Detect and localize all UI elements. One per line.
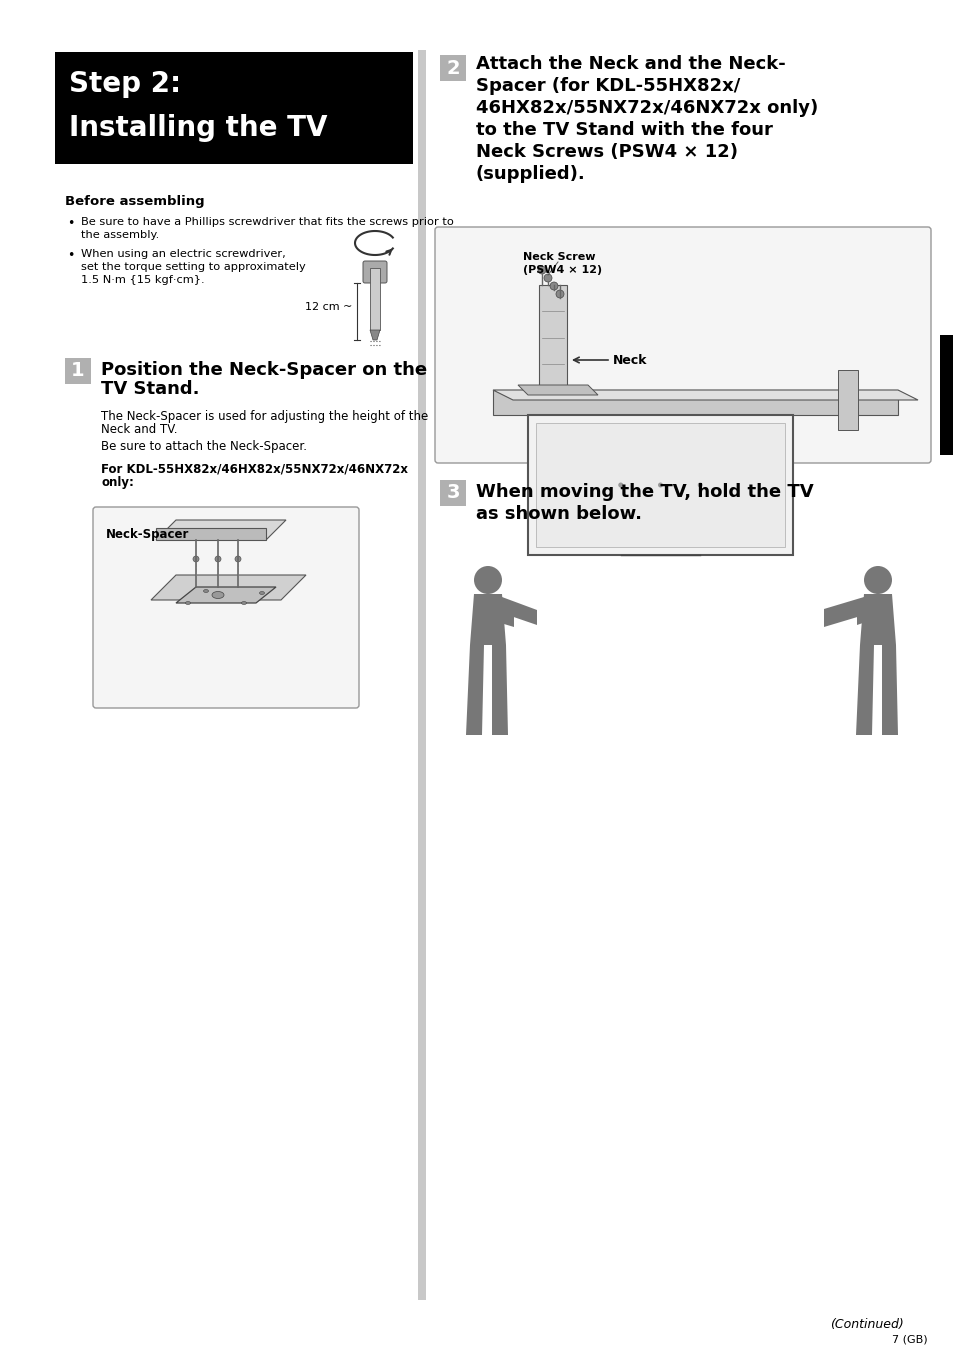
Text: •: • [67,249,74,262]
Text: Neck-Spacer: Neck-Spacer [106,528,190,540]
Ellipse shape [212,592,224,598]
Text: Installing the TV: Installing the TV [69,113,327,142]
Circle shape [193,557,199,562]
Polygon shape [370,330,379,340]
Text: Step 2:: Step 2: [69,70,181,99]
Polygon shape [156,520,286,540]
Polygon shape [156,528,266,540]
Ellipse shape [259,592,264,594]
Text: Be sure to have a Phillips screwdriver that fits the screws prior to: Be sure to have a Phillips screwdriver t… [81,218,454,227]
Polygon shape [492,644,507,735]
Text: The Neck-Spacer is used for adjusting the height of the: The Neck-Spacer is used for adjusting th… [101,409,428,423]
Circle shape [618,482,622,488]
Polygon shape [175,586,275,603]
Text: the assembly.: the assembly. [81,230,159,240]
Ellipse shape [241,601,246,604]
Circle shape [556,290,563,299]
Text: When using an electric screwdriver,: When using an electric screwdriver, [81,249,286,259]
Text: Neck Screws (PSW4 × 12): Neck Screws (PSW4 × 12) [476,143,738,161]
Text: 1.5 N·m {15 kgf·cm}.: 1.5 N·m {15 kgf·cm}. [81,276,204,285]
Ellipse shape [185,601,191,604]
Polygon shape [501,597,537,626]
Text: •: • [67,218,74,230]
Circle shape [550,282,558,290]
Bar [939,335,953,455]
Circle shape [234,557,241,562]
Text: Be sure to attach the Neck-Spacer.: Be sure to attach the Neck-Spacer. [101,440,307,453]
Polygon shape [855,644,873,735]
Bar [417,50,426,1300]
Text: 2: 2 [446,58,459,77]
Polygon shape [470,594,505,644]
Circle shape [543,274,552,282]
Polygon shape [151,576,306,600]
Text: For KDL-55HX82x/46HX82x/55NX72x/46NX72x: For KDL-55HX82x/46HX82x/55NX72x/46NX72x [101,462,408,476]
Text: Neck Screw: Neck Screw [522,253,595,262]
Bar [439,55,465,81]
Text: 3: 3 [446,484,459,503]
Circle shape [214,557,221,562]
Text: 12 cm ~: 12 cm ~ [304,301,352,312]
Text: When moving the TV, hold the TV: When moving the TV, hold the TV [476,484,813,501]
Bar [536,423,784,547]
Text: (Continued): (Continued) [829,1319,902,1331]
Text: 7 (GB): 7 (GB) [891,1335,927,1346]
Text: to the TV Stand with the four: to the TV Stand with the four [476,122,772,139]
Circle shape [697,482,702,488]
Text: (PSW4 × 12): (PSW4 × 12) [522,265,601,276]
Text: Spacer (for KDL-55HX82x/: Spacer (for KDL-55HX82x/ [476,77,740,95]
Polygon shape [517,385,598,394]
Bar [65,358,91,384]
Circle shape [863,566,891,594]
Text: Neck and TV.: Neck and TV. [101,423,177,436]
Polygon shape [493,390,917,400]
Text: Neck: Neck [613,354,647,366]
Bar [439,480,465,507]
Bar [538,285,566,390]
Text: only:: only: [101,476,133,489]
Circle shape [658,482,662,488]
FancyBboxPatch shape [363,261,387,282]
Text: 1: 1 [71,362,85,381]
Ellipse shape [203,589,209,593]
Text: Attach the Neck and the Neck-: Attach the Neck and the Neck- [476,55,785,73]
Bar [837,370,857,430]
Circle shape [474,566,501,594]
Bar [370,267,379,330]
Bar [527,415,792,555]
Polygon shape [859,594,895,644]
Polygon shape [856,597,891,626]
FancyBboxPatch shape [435,227,930,463]
Text: set the torque setting to approximately: set the torque setting to approximately [81,262,305,272]
FancyBboxPatch shape [92,507,358,708]
Text: 46HX82x/55NX72x/46NX72x only): 46HX82x/55NX72x/46NX72x only) [476,99,818,118]
Polygon shape [882,644,897,735]
Polygon shape [823,597,863,627]
Bar [55,51,413,163]
Circle shape [537,266,545,274]
Text: TV Stand.: TV Stand. [101,380,199,399]
Text: (supplied).: (supplied). [476,165,585,182]
Polygon shape [465,644,483,735]
Text: Before assembling: Before assembling [65,195,204,208]
Text: as shown below.: as shown below. [476,505,641,523]
Text: Position the Neck-Spacer on the: Position the Neck-Spacer on the [101,361,427,380]
Polygon shape [493,390,897,415]
Polygon shape [474,597,514,627]
